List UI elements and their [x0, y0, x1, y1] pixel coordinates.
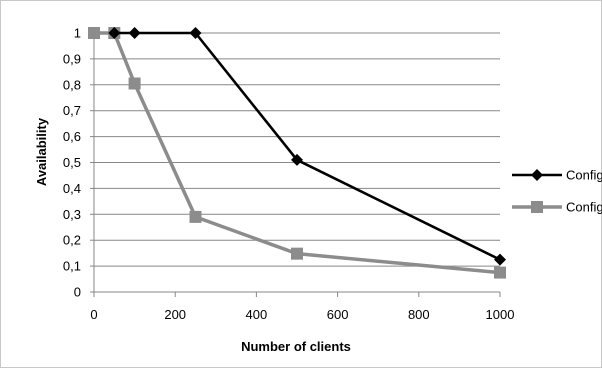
x-axis-title: Number of clients: [241, 339, 351, 354]
legend-label: Config1: [566, 168, 602, 183]
data-point: [189, 210, 202, 223]
x-tick-label: 200: [164, 307, 186, 322]
data-point: [494, 266, 506, 279]
y-tick-label: 0,2: [63, 233, 81, 248]
data-point: [108, 27, 121, 39]
y-tick-label: 0,5: [63, 155, 81, 170]
legend: Config1 Config2: [512, 168, 602, 215]
y-tick-label: 0: [74, 285, 81, 300]
series-config2: [88, 27, 506, 279]
y-tick-label: 0,4: [63, 181, 81, 196]
y-tick-labels: 0 0,1 0,2 0,3 0,4 0,5 0,6 0,7 0,8 0,9 1: [63, 26, 94, 300]
series-layer: [88, 27, 506, 279]
data-point: [128, 27, 141, 39]
data-point: [291, 153, 303, 166]
x-tick-label: 600: [327, 307, 349, 322]
series-config1: [108, 27, 506, 266]
legend-item-config1: Config1: [512, 168, 602, 183]
y-tick-label: 1: [74, 26, 81, 41]
x-tick-label: 400: [246, 307, 268, 322]
data-point: [494, 253, 506, 266]
x-tick-label: 1000: [486, 307, 515, 322]
data-point: [189, 27, 202, 39]
x-tick-label: 0: [90, 307, 97, 322]
data-point: [88, 27, 100, 39]
legend-marker: [531, 169, 543, 181]
data-point: [291, 247, 303, 260]
y-tick-label: 0,3: [63, 207, 81, 222]
y-tick-label: 0,8: [63, 77, 81, 92]
legend-marker: [531, 201, 543, 213]
y-tick-label: 0,7: [63, 103, 81, 118]
legend-item-config2: Config2: [512, 200, 602, 215]
x-tick-labels: 0 200 400 600 800 1000: [90, 292, 514, 322]
series-line: [114, 31, 501, 261]
y-tick-label: 0,6: [63, 129, 81, 144]
data-point: [128, 77, 141, 90]
y-tick-label: 0,1: [63, 259, 81, 274]
y-tick-label: 0,9: [63, 51, 81, 66]
series-line: [94, 31, 501, 275]
y-axis-title: Availability: [34, 117, 49, 186]
legend-label: Config2: [566, 200, 602, 215]
x-tick-label: 800: [408, 307, 430, 322]
